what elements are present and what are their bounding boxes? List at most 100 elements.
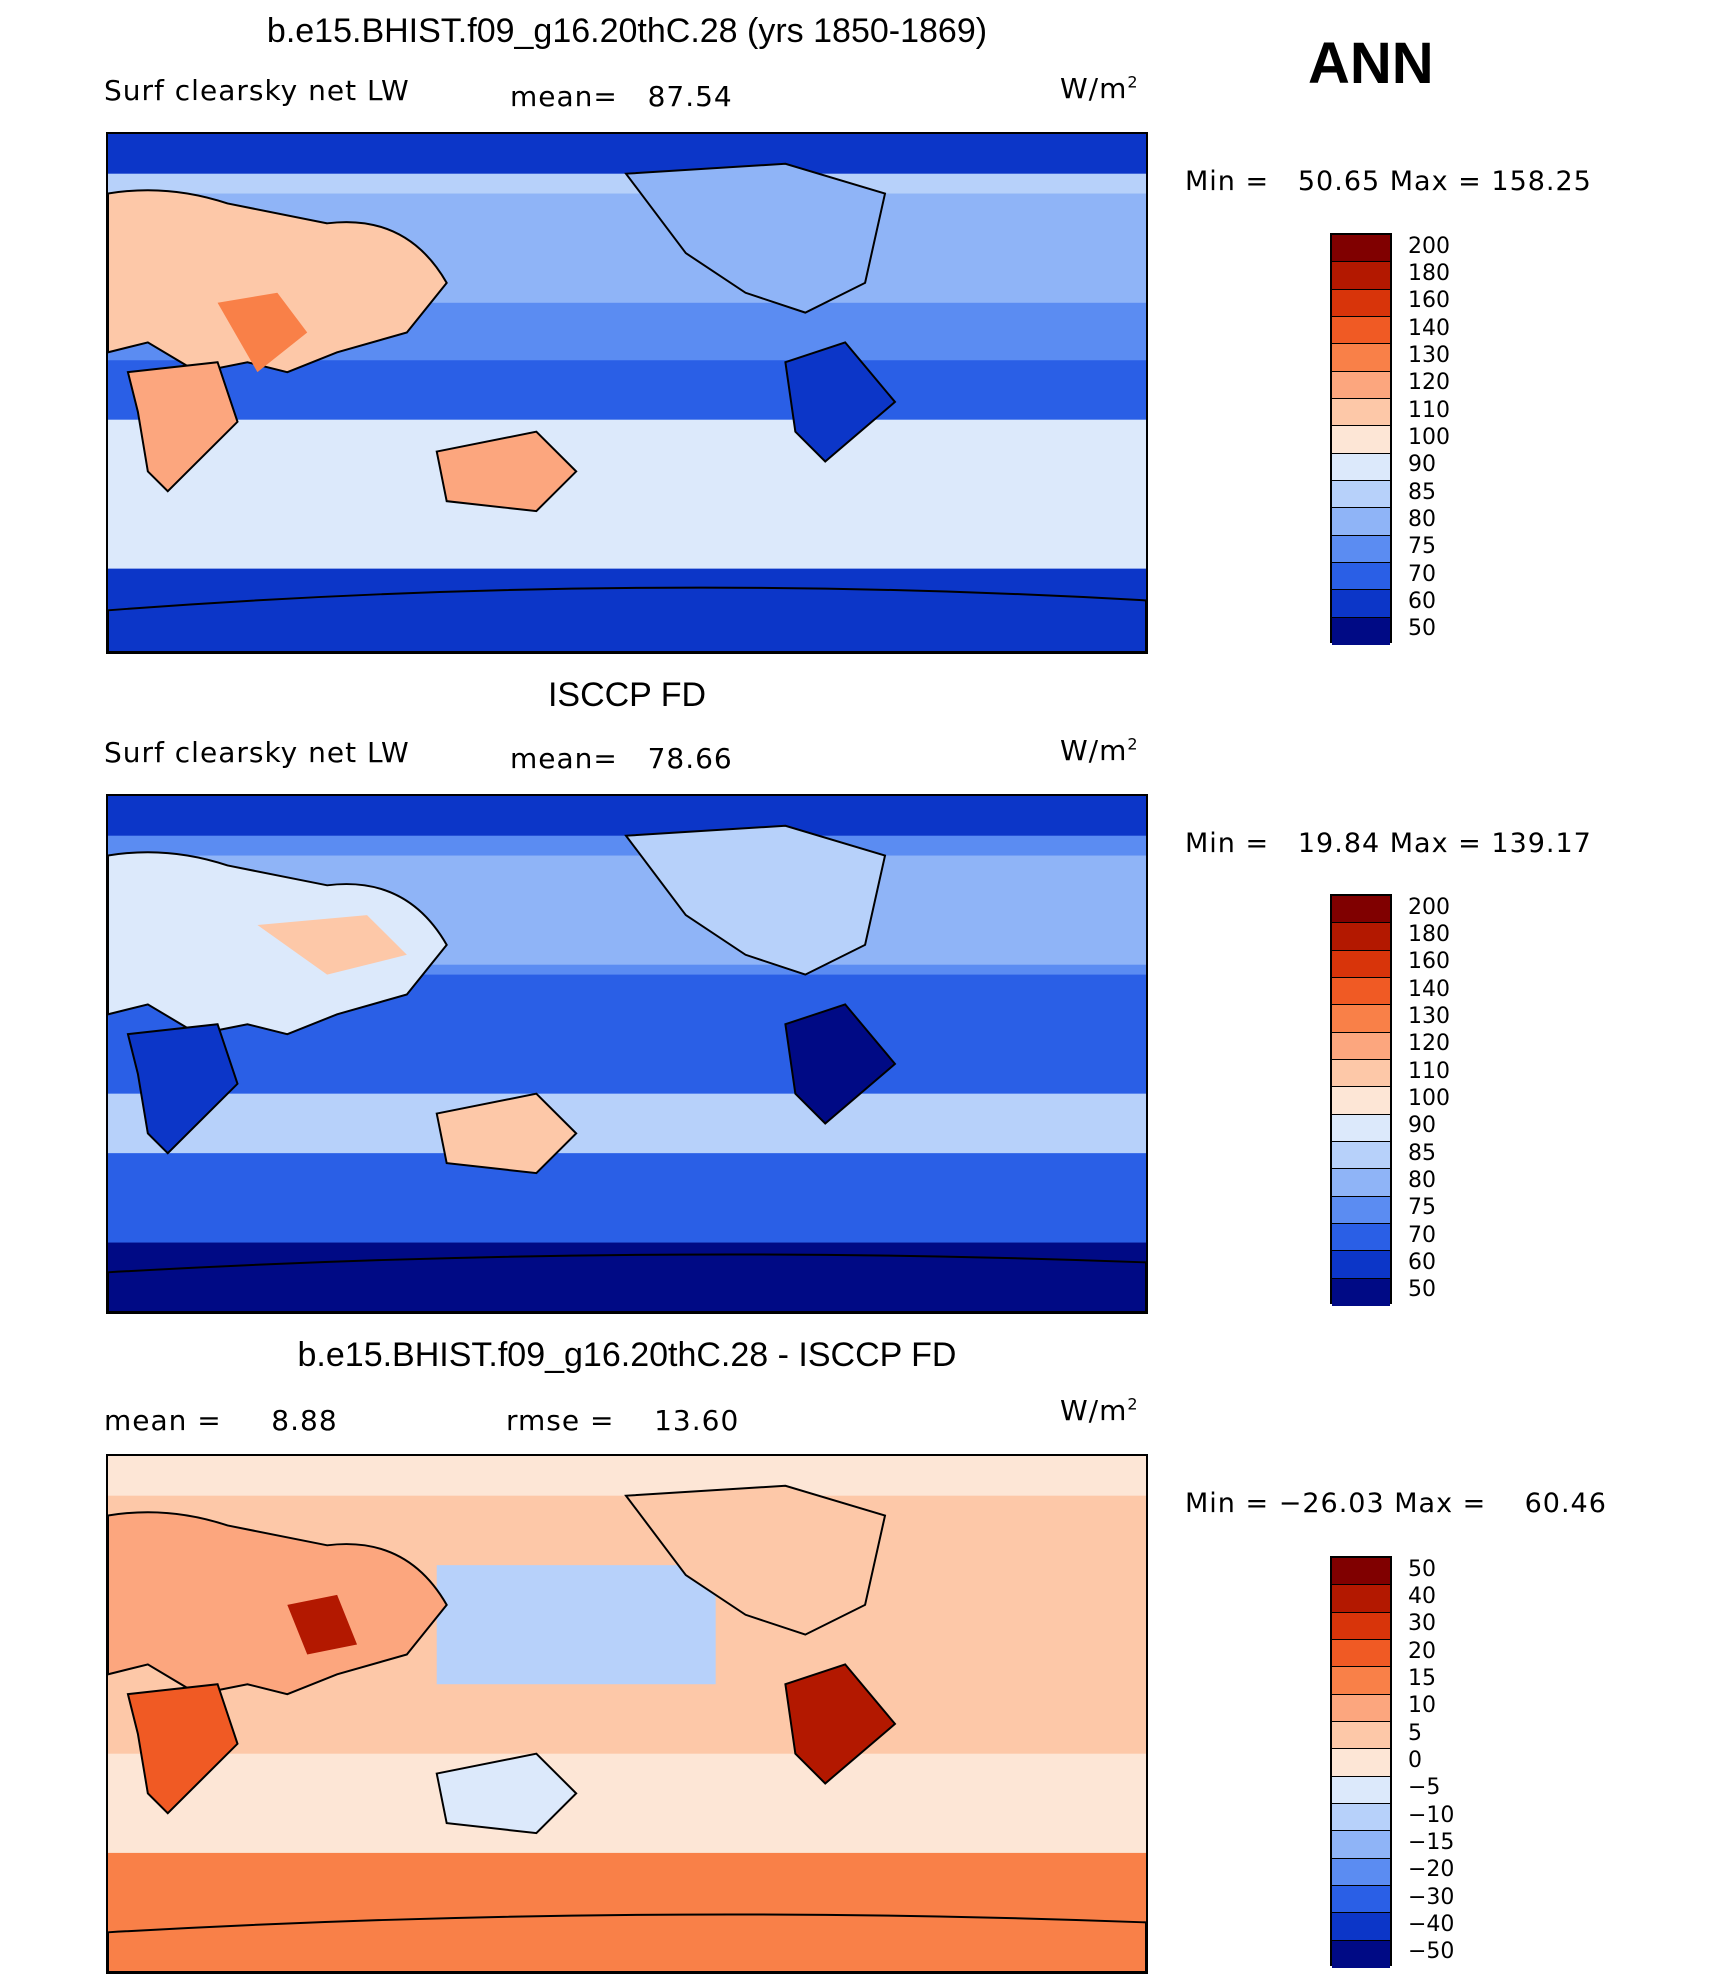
panel1-mean: mean= 87.54 — [510, 80, 733, 113]
panel2-colorbar — [1330, 894, 1392, 1306]
panel3-eurasia — [108, 1511, 448, 1696]
colorbar-swatch — [1332, 923, 1390, 951]
panel3-units-base: W/m — [1060, 1394, 1128, 1427]
colorbar-tick-label: 180 — [1408, 922, 1450, 947]
panel2-minmax: Min = 19.84 Max = 139.17 — [1185, 828, 1592, 859]
colorbar-tick-label: 80 — [1408, 1168, 1436, 1193]
colorbar-swatch — [1332, 1196, 1390, 1224]
panel3-map-svg — [108, 1456, 1146, 1972]
panel2-africa — [126, 1023, 239, 1155]
panel2-southern-ocean — [108, 1153, 1146, 1243]
panel1-min-value: 50.65 — [1297, 166, 1381, 197]
colorbar-tick-label: 200 — [1408, 894, 1450, 920]
panel2-mean-value: 78.66 — [647, 742, 733, 775]
panel1-sahara — [217, 292, 308, 373]
panel1-tropics-band — [108, 360, 1146, 420]
panel2-north-america — [624, 824, 887, 976]
colorbar-swatch — [1332, 453, 1390, 481]
colorbar-swatch — [1332, 1141, 1390, 1170]
colorbar-tick-label: 130 — [1408, 343, 1450, 368]
panel1-antarctica — [108, 586, 1146, 652]
colorbar-swatch — [1332, 1059, 1390, 1088]
colorbar-swatch — [1332, 1612, 1390, 1640]
panel3-colorbar — [1330, 1556, 1392, 1968]
colorbar-tick-label: 70 — [1408, 561, 1436, 587]
panel3-units-exp: 2 — [1127, 1394, 1139, 1414]
colorbar-swatch — [1332, 1087, 1390, 1115]
colorbar-tick-label: 110 — [1408, 1058, 1450, 1084]
panel1-min-label: Min = — [1185, 166, 1270, 197]
panel1-minmax: Min = 50.65 Max = 158.25 — [1185, 166, 1592, 197]
colorbar-tick-label: −10 — [1408, 1802, 1455, 1828]
colorbar-swatch — [1332, 1032, 1390, 1060]
panel2-antarctica — [108, 1253, 1146, 1312]
colorbar-tick-label: 15 — [1408, 1666, 1436, 1691]
colorbar-swatch — [1332, 1114, 1390, 1142]
panel2-units-base: W/m — [1060, 734, 1128, 767]
colorbar-swatch — [1332, 1667, 1390, 1695]
panel1-africa — [126, 361, 239, 493]
panel3-australia — [435, 1752, 578, 1835]
colorbar-tick-label: −5 — [1408, 1775, 1441, 1801]
colorbar-tick-label: 90 — [1408, 452, 1436, 478]
panel3-india — [287, 1594, 358, 1655]
colorbar-swatch — [1332, 1749, 1390, 1777]
panel3-rmse: rmse = 13.60 — [506, 1404, 739, 1437]
colorbar-tick-label: 60 — [1408, 1250, 1436, 1275]
colorbar-swatch — [1332, 1940, 1390, 1968]
panel2-mean: mean= 78.66 — [510, 742, 733, 775]
panel1-north-america — [624, 162, 887, 314]
panel3-min-value: −26.03 — [1278, 1488, 1385, 1519]
panel3-pacific-negative — [436, 1565, 716, 1685]
colorbar-tick-label: −50 — [1408, 1939, 1455, 1965]
colorbar-swatch — [1332, 426, 1390, 454]
panel1-map — [106, 132, 1148, 654]
colorbar-tick-label: 0 — [1408, 1748, 1422, 1773]
colorbar-swatch — [1332, 590, 1390, 618]
colorbar-swatch — [1332, 1721, 1390, 1750]
colorbar-tick-label: −20 — [1408, 1857, 1455, 1883]
colorbar-tick-label: 130 — [1408, 1004, 1450, 1029]
panel3-max-value: 60.46 — [1524, 1488, 1607, 1519]
panel3-map — [106, 1454, 1148, 1974]
panel2-arctic-band — [108, 796, 1146, 836]
colorbar-swatch — [1332, 316, 1390, 345]
panel3-mean-value: 8.88 — [271, 1404, 338, 1437]
colorbar-swatch — [1332, 896, 1390, 924]
colorbar-tick-label: 100 — [1408, 425, 1450, 450]
panel2-title: ISCCP FD — [547, 676, 707, 714]
colorbar-tick-label: 5 — [1408, 1720, 1422, 1746]
colorbar-swatch — [1332, 262, 1390, 290]
panel1-south-band — [108, 419, 1146, 569]
panel2-min-label: Min = — [1185, 828, 1270, 859]
colorbar-swatch — [1332, 1913, 1390, 1941]
panel2-units: W/m2 — [1060, 734, 1139, 767]
panel3-africa — [126, 1683, 239, 1815]
colorbar-swatch — [1332, 1831, 1390, 1859]
colorbar-swatch — [1332, 371, 1390, 399]
colorbar-tick-label: 50 — [1408, 616, 1436, 642]
colorbar-swatch — [1332, 562, 1390, 591]
panel1-colorbar — [1330, 233, 1392, 645]
colorbar-swatch — [1332, 1251, 1390, 1279]
colorbar-swatch — [1332, 480, 1390, 509]
colorbar-tick-label: 30 — [1408, 1611, 1436, 1637]
panel2-units-exp: 2 — [1127, 734, 1139, 754]
panel3-rmse-label: rmse = — [506, 1404, 615, 1437]
colorbar-tick-label: 40 — [1408, 1584, 1436, 1609]
panel3-antarctica — [108, 1913, 1146, 1972]
panel3-south-band — [108, 1753, 1146, 1853]
colorbar-swatch — [1332, 1223, 1390, 1252]
panel2-south-band — [108, 1093, 1146, 1154]
colorbar-tick-label: 160 — [1408, 288, 1450, 314]
colorbar-swatch — [1332, 398, 1390, 427]
colorbar-tick-label: 200 — [1408, 233, 1450, 259]
panel1-max-value: 158.25 — [1491, 166, 1592, 197]
panel2-max-label: Max = — [1389, 828, 1482, 859]
colorbar-tick-label: −40 — [1408, 1912, 1455, 1937]
panel3-rmse-value: 13.60 — [654, 1404, 740, 1437]
colorbar-tick-label: 110 — [1408, 397, 1450, 423]
panel1-map-svg — [108, 134, 1146, 652]
colorbar-swatch — [1332, 1169, 1390, 1197]
colorbar-tick-label: 75 — [1408, 1195, 1436, 1221]
